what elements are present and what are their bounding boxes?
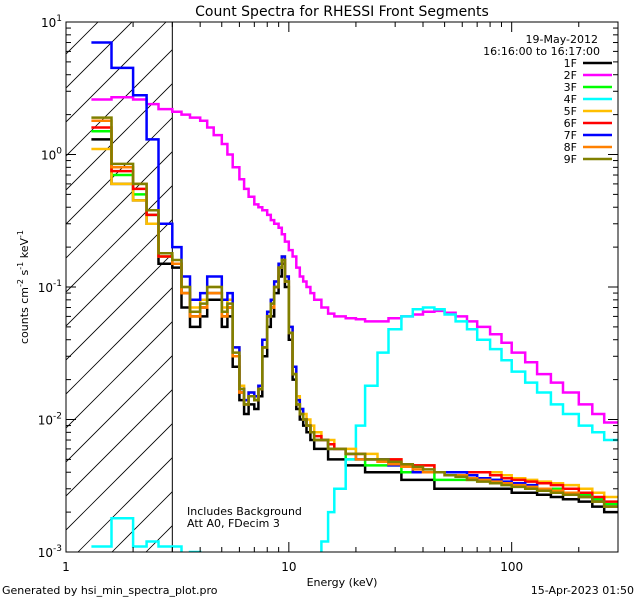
hatch-line bbox=[66, 22, 133, 89]
series-9F bbox=[91, 116, 618, 508]
series-4F bbox=[91, 306, 618, 552]
series-2F bbox=[91, 96, 618, 424]
legend-label-8F: 8F bbox=[564, 141, 577, 154]
axis-ticks bbox=[65, 22, 619, 553]
hatch-line bbox=[66, 22, 99, 55]
x-axis-label: Energy (keV) bbox=[307, 576, 378, 589]
hatch-line bbox=[77, 457, 173, 552]
time-range-label: 16:16:00 to 16:17:00 bbox=[483, 45, 600, 58]
legend-label-4F: 4F bbox=[564, 93, 577, 106]
y-tick-label: 10-2 bbox=[38, 412, 62, 428]
hatch-line bbox=[66, 219, 173, 327]
timestamp-label: 15-Apr-2023 01:50 bbox=[531, 584, 634, 597]
hatch-line bbox=[66, 321, 173, 429]
y-tick-labels: 10-3 10-2 10-1 100 101 bbox=[38, 14, 63, 560]
x-tick-label: 1 bbox=[62, 560, 70, 574]
date-label: 19-May-2012 bbox=[526, 33, 598, 46]
attenuator-note: Att A0, FDecim 3 bbox=[187, 517, 280, 530]
legend-label-1F: 1F bbox=[564, 57, 577, 70]
legend-label-2F: 2F bbox=[564, 69, 577, 82]
plot-frame bbox=[65, 21, 619, 553]
series-layer bbox=[91, 41, 618, 552]
chart-title: Count Spectra for RHESSI Front Segments bbox=[195, 4, 489, 20]
y-tick-label: 100 bbox=[41, 147, 62, 163]
hatch-line bbox=[66, 49, 173, 157]
legend-label-9F: 9F bbox=[564, 153, 577, 166]
x-tick-label: 100 bbox=[500, 560, 523, 574]
hatch-line bbox=[66, 151, 173, 259]
legend-label-3F: 3F bbox=[564, 81, 577, 94]
legend-label-6F: 6F bbox=[564, 117, 577, 130]
x-tick-label: 10 bbox=[281, 560, 296, 574]
legend-label-7F: 7F bbox=[564, 129, 577, 142]
y-axis-label: counts cm-2 s-1 keV-1 bbox=[16, 230, 31, 344]
hatch-line bbox=[0, 0, 66, 552]
hatch-line bbox=[66, 22, 167, 123]
generated-by-label: Generated by hsi_min_spectra_plot.pro bbox=[2, 584, 218, 597]
hatch-line bbox=[66, 355, 173, 463]
hatch-line bbox=[66, 83, 173, 191]
y-tick-label: 10-1 bbox=[38, 279, 62, 295]
hatch-line bbox=[66, 389, 173, 497]
legend-label-5F: 5F bbox=[564, 105, 577, 118]
hatch-line bbox=[0, 0, 100, 552]
y-tick-label: 10-3 bbox=[38, 544, 62, 560]
background-note: Includes Background bbox=[187, 505, 302, 518]
hatch-line bbox=[66, 185, 173, 293]
x-tick-labels: 1 10 100 bbox=[62, 560, 523, 574]
y-tick-label: 101 bbox=[41, 14, 62, 30]
hatched-region bbox=[0, 0, 173, 552]
hatch-line bbox=[66, 423, 173, 531]
